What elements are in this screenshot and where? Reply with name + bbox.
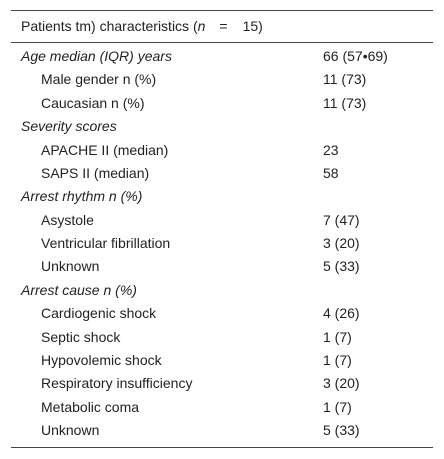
- row-label: Hypovolemic shock: [41, 351, 162, 368]
- row-value: 11 (73): [323, 94, 367, 111]
- row-label: Ventricular fibrillation: [41, 235, 171, 251]
- row-value: 3 (20): [323, 235, 360, 251]
- row-value: 1 (7): [323, 398, 352, 415]
- row-value: 11 (73): [323, 71, 367, 88]
- row-label: Male gender n (%): [41, 71, 157, 88]
- row-label: Caucasian n (%): [41, 94, 145, 111]
- header-count: 15): [242, 18, 263, 34]
- top-rule: [11, 10, 433, 11]
- row-label: Unknown: [41, 422, 100, 438]
- row-value: 23: [323, 141, 339, 158]
- bottom-rule: [11, 447, 433, 448]
- header-text: Patients tm) characteristics (: [21, 18, 198, 34]
- row-label: Septic shock: [41, 328, 121, 345]
- section-title: Arrest rhythm n (%): [21, 188, 143, 205]
- row-label: Cardiogenic shock: [41, 305, 157, 322]
- row-value: 3 (20): [323, 375, 360, 392]
- row-label: Metabolic coma: [41, 398, 140, 415]
- row-label: SAPS II (median): [41, 164, 150, 181]
- header-eq: =: [219, 18, 228, 34]
- row-value: 58: [323, 164, 339, 181]
- row-label: APACHE II (median): [41, 141, 169, 158]
- section-title: Severity scores: [21, 118, 117, 135]
- row-value: 4 (26): [323, 305, 360, 322]
- header-rule: [11, 42, 433, 43]
- row-value: 1 (7): [323, 351, 352, 368]
- row-label: Asystole: [41, 211, 94, 228]
- section-title: Arrest cause n (%): [21, 281, 137, 298]
- section-title: Age median (IQR) years: [21, 48, 172, 64]
- header-n: n: [197, 18, 206, 34]
- section-value: 66 (57•69): [323, 48, 388, 64]
- row-value: 5 (33): [323, 258, 360, 275]
- row-label: Unknown: [41, 258, 100, 275]
- row-label: Respiratory insufficiency: [41, 375, 193, 392]
- row-value: 5 (33): [323, 422, 360, 438]
- header-row: Patients tm) characteristics (n = 15): [21, 17, 263, 35]
- row-value: 7 (47): [323, 211, 360, 228]
- row-value: 1 (7): [323, 328, 352, 345]
